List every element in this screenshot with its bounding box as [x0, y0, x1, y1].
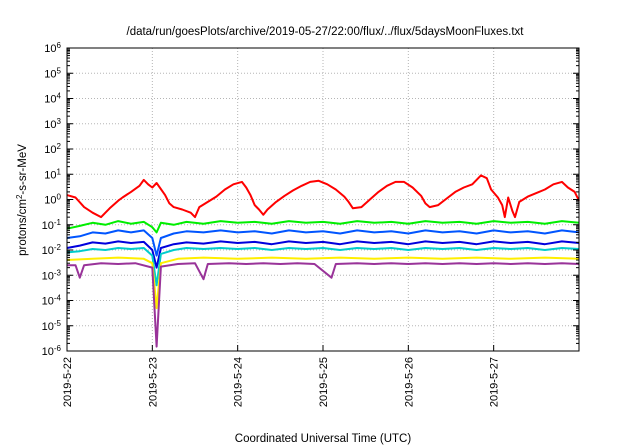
grid-lines	[67, 48, 579, 351]
x-tick-label: 2019-5-22	[62, 357, 74, 407]
y-tick-label: 10-4	[42, 293, 62, 308]
y-tick-label: 10-5	[42, 318, 62, 333]
series-line-2	[66, 220, 580, 234]
x-tick-label: 2019-5-25	[318, 357, 330, 407]
y-tick-label: 106	[44, 41, 61, 56]
y-tick-label: 100	[44, 192, 61, 207]
y-tick-label: 104	[44, 91, 61, 106]
series-line-7	[67, 262, 580, 348]
y-tick-label: 105	[44, 66, 61, 81]
y-tick-label: 102	[44, 142, 61, 157]
x-tick-label: 2019-5-26	[403, 357, 415, 407]
series-line-5	[66, 247, 580, 287]
y-tick-label: 10-3	[42, 268, 62, 283]
y-tick-label: 10-6	[42, 344, 62, 359]
data-series	[66, 174, 580, 348]
series-line-6	[66, 256, 580, 310]
x-tick-label: 2019-5-23	[147, 357, 159, 407]
x-axis-label: Coordinated Universal Time (UTC)	[235, 433, 412, 445]
y-tick-label: 101	[44, 167, 61, 182]
x-tick-label: 2019-5-24	[233, 357, 245, 407]
y-tick-label: 10-1	[42, 217, 62, 232]
y-tick-label: 103	[44, 116, 61, 131]
series-line-3	[66, 229, 580, 257]
series-line-1	[66, 174, 580, 219]
series-line-4	[66, 240, 580, 269]
y-axis-label: protons/cm2-s-sr-MeV	[15, 144, 30, 256]
chart-title: /data/run/goesPlots/archive/2019-05-27/2…	[127, 26, 525, 38]
axes: 2019-5-22 2019-5-23 2019-5-24 2019-5-25 2019…	[42, 41, 579, 407]
x-tick-label: 2019-5-27	[489, 357, 501, 407]
y-tick-label: 10-2	[42, 243, 62, 258]
